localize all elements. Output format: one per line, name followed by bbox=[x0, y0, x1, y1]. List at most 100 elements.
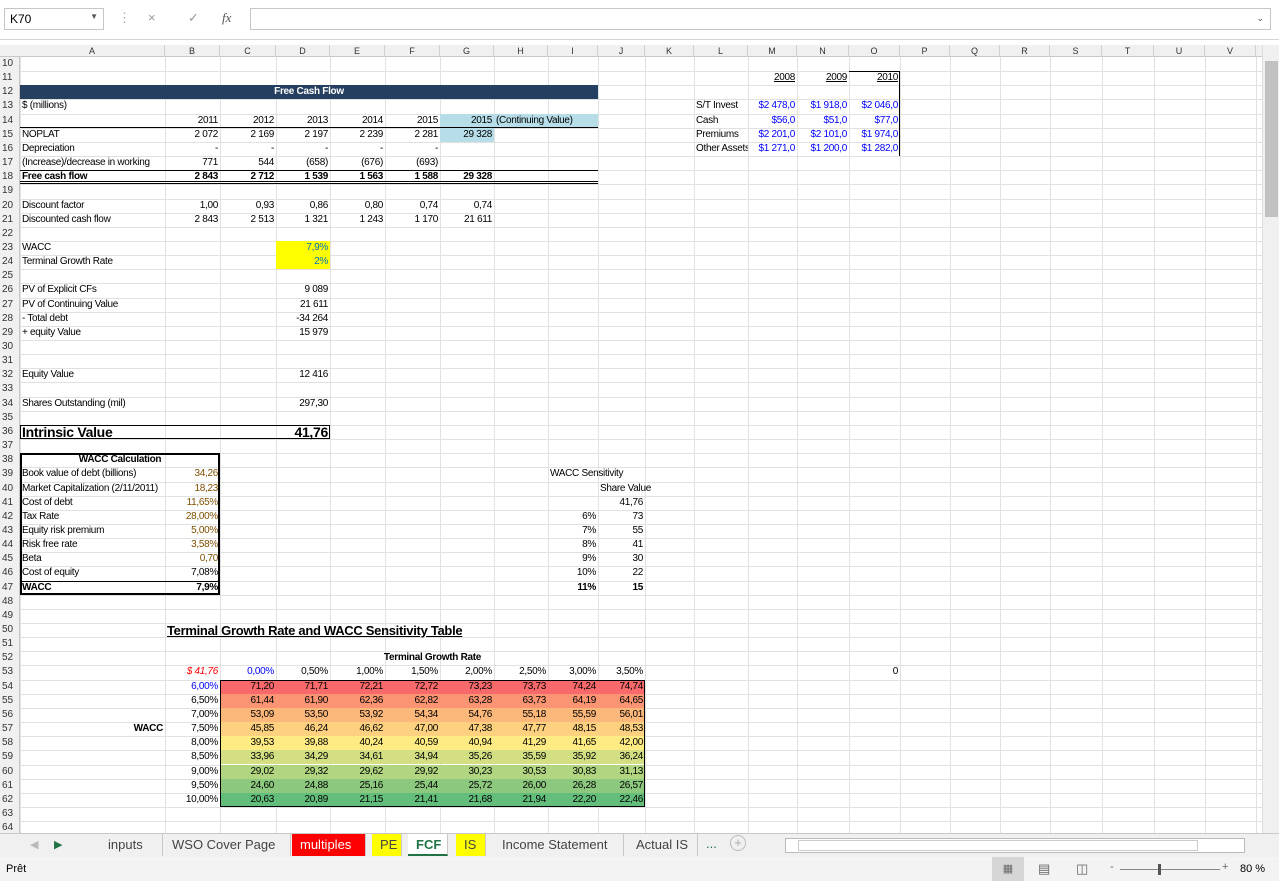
cell-A26[interactable]: PV of Explicit CFs bbox=[22, 284, 97, 296]
row-header-33[interactable]: 33 bbox=[2, 383, 14, 395]
sheet-tab-fcf[interactable]: FCF bbox=[408, 834, 448, 856]
cell-D23[interactable]: 7,9% bbox=[306, 241, 328, 253]
cell-C15[interactable]: 2 169 bbox=[250, 128, 274, 140]
cell-J59[interactable]: 36,24 bbox=[619, 751, 643, 763]
cell-C53[interactable]: 0,00% bbox=[247, 666, 274, 678]
sheet-tab-inputs[interactable]: inputs bbox=[100, 834, 163, 856]
cell-C57[interactable]: 45,85 bbox=[250, 723, 274, 735]
scroll-tabs-right-icon[interactable]: ▶ bbox=[54, 839, 63, 851]
cell-D14[interactable]: 2013 bbox=[306, 114, 328, 126]
column-header-J[interactable]: J bbox=[598, 45, 645, 57]
cell-D20[interactable]: 0,86 bbox=[309, 199, 329, 211]
cell-F55[interactable]: 62,82 bbox=[414, 694, 438, 706]
cell-E60[interactable]: 29,62 bbox=[359, 765, 383, 777]
cell-J61[interactable]: 26,57 bbox=[619, 779, 643, 791]
row-header-29[interactable]: 29 bbox=[2, 326, 14, 338]
enter-icon[interactable]: ✓ bbox=[188, 10, 199, 25]
cell-E53[interactable]: 1,00% bbox=[356, 666, 383, 678]
cell-C21[interactable]: 2 513 bbox=[250, 213, 274, 225]
cell-D56[interactable]: 53,50 bbox=[304, 708, 328, 720]
cell-A29[interactable]: + equity Value bbox=[22, 326, 81, 338]
cell-D29[interactable]: 15 979 bbox=[299, 326, 328, 338]
cell-O53[interactable]: 0 bbox=[892, 666, 899, 678]
cell-B43[interactable]: 5,00% bbox=[191, 524, 218, 536]
column-header-I[interactable]: I bbox=[548, 45, 598, 57]
cell-D58[interactable]: 39,88 bbox=[304, 737, 328, 749]
normal-view-icon[interactable]: ▦ bbox=[992, 857, 1024, 881]
cell-I59[interactable]: 35,92 bbox=[572, 751, 596, 763]
row-header-54[interactable]: 54 bbox=[2, 680, 14, 692]
cell-C62[interactable]: 20,63 bbox=[250, 793, 274, 805]
cell-D60[interactable]: 29,32 bbox=[304, 765, 328, 777]
cell-F57[interactable]: 47,00 bbox=[414, 723, 438, 735]
cell-J40[interactable]: Share Value bbox=[600, 482, 651, 494]
row-header-32[interactable]: 32 bbox=[2, 369, 14, 381]
cell-A13[interactable]: $ (millions) bbox=[22, 100, 67, 112]
cell-J45[interactable]: 30 bbox=[632, 553, 643, 565]
zoom-slider-handle[interactable] bbox=[1158, 864, 1161, 875]
column-header-A[interactable]: A bbox=[20, 45, 165, 57]
worksheet-grid[interactable]: 2008 2009 2010 Free Cash Flow $ (millions) 20… bbox=[20, 57, 1262, 833]
cell-H60[interactable]: 30,53 bbox=[522, 765, 546, 777]
row-header-40[interactable]: 40 bbox=[2, 482, 14, 494]
cell-B17[interactable]: 771 bbox=[202, 157, 218, 169]
vertical-scrollbar[interactable] bbox=[1262, 45, 1279, 833]
column-header-O[interactable]: O bbox=[849, 45, 900, 57]
cell-D24[interactable]: 2% bbox=[314, 256, 328, 268]
cell-C52[interactable]: Terminal Growth Rate bbox=[383, 652, 482, 664]
cell-C20[interactable]: 0,93 bbox=[255, 199, 275, 211]
row-header-58[interactable]: 58 bbox=[2, 737, 14, 749]
row-header-47[interactable]: 47 bbox=[2, 581, 14, 593]
cell-A39[interactable]: Book value of debt (billions) bbox=[22, 468, 137, 480]
column-header-D[interactable]: D bbox=[276, 45, 330, 57]
cell-A40[interactable]: Market Capitalization (2/11/2011) bbox=[22, 482, 158, 494]
cell-H61[interactable]: 26,00 bbox=[522, 779, 546, 791]
cell-I62[interactable]: 22,20 bbox=[572, 793, 596, 805]
cell-I45[interactable]: 9% bbox=[582, 553, 596, 565]
row-header-48[interactable]: 48 bbox=[2, 595, 14, 607]
cell-E61[interactable]: 25,16 bbox=[359, 779, 383, 791]
cell-L15[interactable]: Premiums bbox=[696, 128, 739, 140]
column-header-K[interactable]: K bbox=[645, 45, 694, 57]
cell-D54[interactable]: 71,71 bbox=[304, 680, 328, 692]
cell-A27[interactable]: PV of Continuing Value bbox=[22, 298, 119, 310]
cell-A32[interactable]: Equity Value bbox=[22, 369, 74, 381]
cell-B46[interactable]: 7,08% bbox=[191, 567, 218, 579]
cell-A43[interactable]: Equity risk premium bbox=[22, 524, 105, 536]
cell-B62[interactable]: 10,00% bbox=[185, 793, 218, 805]
cell-M14[interactable]: $56,0 bbox=[771, 114, 795, 126]
row-header-60[interactable]: 60 bbox=[2, 765, 14, 777]
row-header-31[interactable]: 31 bbox=[2, 355, 14, 367]
cell-A36[interactable]: Intrinsic Value bbox=[22, 423, 113, 440]
cell-M13[interactable]: $2 478,0 bbox=[758, 100, 795, 112]
sheet-tab-is[interactable]: IS bbox=[456, 834, 486, 856]
cell-D55[interactable]: 61,90 bbox=[304, 694, 328, 706]
cell-O13[interactable]: $2 046,0 bbox=[861, 100, 898, 112]
cell-E58[interactable]: 40,24 bbox=[359, 737, 383, 749]
cell-G58[interactable]: 40,94 bbox=[468, 737, 492, 749]
column-header-H[interactable]: H bbox=[494, 45, 548, 57]
cell-F15[interactable]: 2 281 bbox=[414, 128, 438, 140]
cell-M11[interactable]: 2008 bbox=[773, 72, 795, 84]
cell-J47[interactable]: 15 bbox=[632, 581, 643, 593]
cell-A57[interactable]: WACC bbox=[133, 723, 164, 735]
column-header-N[interactable]: N bbox=[797, 45, 849, 57]
more-sheets[interactable]: ... bbox=[706, 836, 717, 851]
cell-F59[interactable]: 34,94 bbox=[414, 751, 438, 763]
cell-F21[interactable]: 1 170 bbox=[414, 213, 438, 225]
cell-L13[interactable]: S/T Invest bbox=[696, 100, 738, 112]
cell-B18[interactable]: 2 843 bbox=[194, 171, 218, 183]
cell-B53[interactable]: $ 41,76 bbox=[186, 666, 219, 678]
cell-E15[interactable]: 2 239 bbox=[359, 128, 383, 140]
cell-B20[interactable]: 1,00 bbox=[199, 199, 219, 211]
cell-B54[interactable]: 6,00% bbox=[191, 680, 218, 692]
cell-G18[interactable]: 29 328 bbox=[463, 171, 492, 183]
name-box[interactable]: K70 ▼ bbox=[4, 8, 104, 30]
cell-B40[interactable]: 18,23 bbox=[194, 482, 218, 494]
cell-B41[interactable]: 11,65% bbox=[186, 496, 219, 508]
cell-J43[interactable]: 55 bbox=[632, 524, 643, 536]
cell-I43[interactable]: 7% bbox=[582, 524, 596, 536]
cell-E62[interactable]: 21,15 bbox=[359, 793, 383, 805]
page-layout-icon[interactable]: ▤ bbox=[1038, 861, 1051, 876]
cell-C56[interactable]: 53,09 bbox=[250, 708, 274, 720]
